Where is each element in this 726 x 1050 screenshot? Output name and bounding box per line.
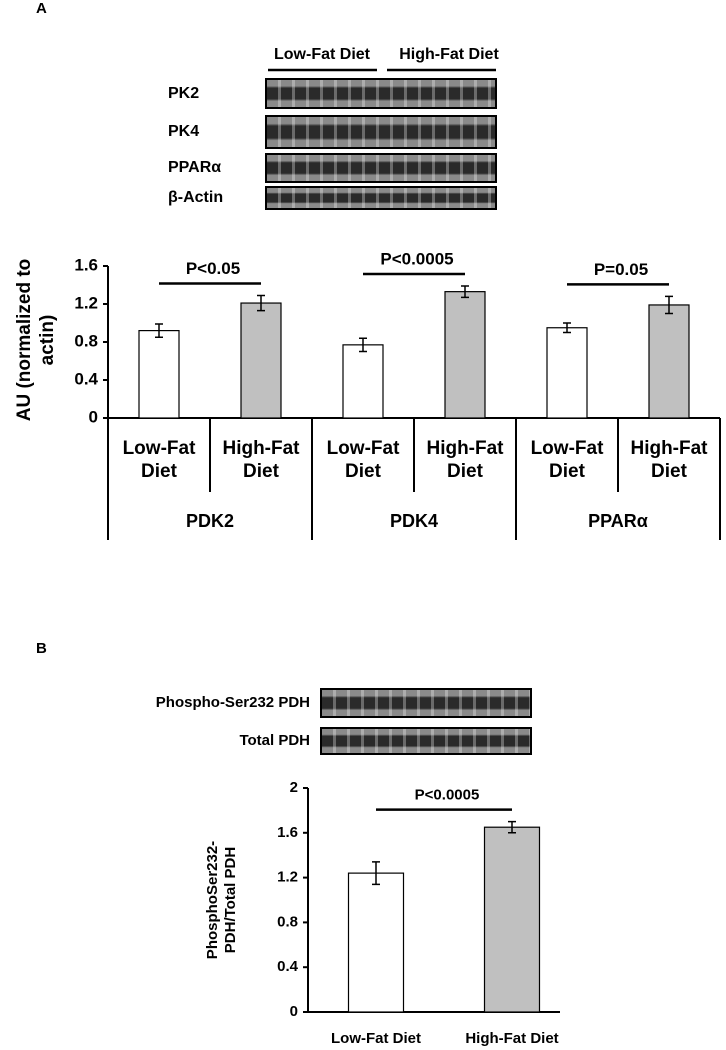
bar <box>342 344 384 419</box>
annotation: P<0.0005 <box>415 787 480 804</box>
bar <box>138 330 180 419</box>
y-tick-label: 1.6 <box>277 824 298 841</box>
annotation: P=0.05 <box>594 260 648 279</box>
y-axis-label: AU (normalized to actin) <box>14 258 58 422</box>
x-tick-label: High-Fat Diet <box>222 438 300 482</box>
error-bar <box>372 861 380 886</box>
blot-image <box>265 115 497 149</box>
bar <box>483 826 541 1013</box>
blot-row-label: Phospho-Ser232 PDH <box>155 694 310 711</box>
y-tick-label: 2 <box>290 779 298 796</box>
y-tick-label: 0.8 <box>277 913 298 930</box>
x-tick-label: High-Fat Diet <box>426 438 504 482</box>
error-bar <box>257 294 265 312</box>
blot-group-label: High-Fat Diet <box>399 46 499 63</box>
y-tick-label: 0.8 <box>74 331 98 350</box>
blot-row-label: Total PDH <box>239 732 310 749</box>
annotation: P<0.05 <box>186 259 240 278</box>
error-bar <box>508 820 516 834</box>
group-label: PDK2 <box>186 511 234 531</box>
group-label: PDK4 <box>390 511 438 531</box>
group-label: PPARα <box>588 511 648 531</box>
y-tick-label: 1.6 <box>74 255 98 274</box>
blot-image <box>320 688 532 718</box>
error-bar <box>359 337 367 353</box>
blot-image <box>265 186 497 210</box>
y-tick-label: 1.2 <box>277 869 298 886</box>
panel-label: A <box>36 0 47 17</box>
blot-row-label: PK4 <box>168 123 200 140</box>
bar <box>444 291 486 419</box>
bar <box>347 872 405 1013</box>
x-tick-label: High-Fat Diet <box>465 1030 559 1047</box>
x-tick-label: High-Fat Diet <box>630 438 708 482</box>
annotation: P<0.0005 <box>380 249 453 268</box>
y-tick-label: 1.2 <box>74 293 98 312</box>
x-tick-label: Low-Fat Diet <box>122 438 196 482</box>
blot-group-label: Low-Fat Diet <box>274 46 370 63</box>
error-bar <box>461 285 469 299</box>
blot-image <box>320 727 532 755</box>
x-tick-label: Low-Fat Diet <box>326 438 400 482</box>
error-bar <box>665 295 673 315</box>
bar <box>648 304 690 419</box>
y-tick-label: 0.4 <box>277 958 299 975</box>
x-tick-label: Low-Fat Diet <box>331 1030 421 1047</box>
bar <box>240 302 282 419</box>
y-tick-label: 0.4 <box>74 369 98 388</box>
bar <box>546 327 588 419</box>
y-tick-label: 0 <box>89 407 98 426</box>
blot-row-label: PK2 <box>168 85 200 102</box>
blot-row-label: β-Actin <box>168 189 224 206</box>
y-tick-label: 0 <box>290 1003 298 1020</box>
panel-label: B <box>36 640 47 657</box>
error-bar <box>563 322 571 334</box>
error-bar <box>155 323 163 338</box>
y-axis-label: PhosphoSer232-PDH/Total PDH <box>204 840 239 960</box>
blot-image <box>265 78 497 109</box>
blot-row-label: PPARα <box>168 159 222 176</box>
blot-image <box>265 153 497 183</box>
x-tick-label: Low-Fat Diet <box>530 438 604 482</box>
